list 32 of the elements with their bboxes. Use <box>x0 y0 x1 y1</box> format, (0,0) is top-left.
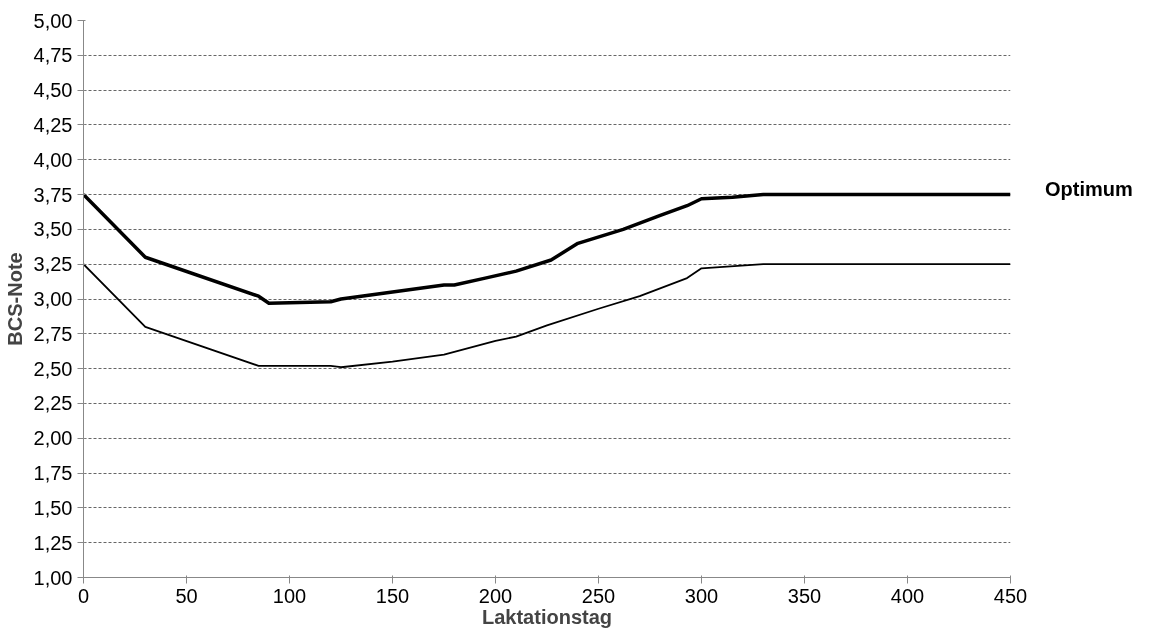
x-tick-label: 300 <box>684 584 719 607</box>
x-tick-label: 50 <box>175 584 198 607</box>
y-tick-label: 4,50 <box>33 79 73 102</box>
y-tick-label: 3,25 <box>33 253 73 276</box>
y-tick-label: 3,50 <box>33 218 73 241</box>
y-axis-title: BCS-Note <box>3 252 26 346</box>
y-tick-label: 1,00 <box>33 566 73 589</box>
x-tick-label: 200 <box>478 584 513 607</box>
y-tick-label: 2,00 <box>33 427 73 450</box>
y-tick-label: 4,00 <box>33 148 73 171</box>
y-tick-label: 1,75 <box>33 462 73 485</box>
x-axis-title: Laktationstag <box>481 605 613 628</box>
text: Optimum <box>1045 177 1133 202</box>
y-tick-label: 3,00 <box>33 288 73 310</box>
y-tick-label: 3,75 <box>33 183 73 206</box>
y-tick-label: 5,00 <box>33 9 73 32</box>
y-tick-label: 2,25 <box>33 392 73 415</box>
x-tick-label: 350 <box>787 584 822 607</box>
x-tick-label: 150 <box>375 584 410 607</box>
y-tick-label: 1,25 <box>33 531 73 554</box>
x-tick-label: 400 <box>890 584 925 607</box>
x-tick-label: 450 <box>993 584 1028 607</box>
line-series <box>83 192 1011 305</box>
y-tick-label: 4,75 <box>33 44 73 67</box>
y-tick-label: 4,25 <box>33 113 73 136</box>
x-tick-label: 0 <box>77 584 90 607</box>
x-tick-label: 100 <box>272 584 307 607</box>
y-tick-label: 2,50 <box>33 357 73 380</box>
x-tick-label: 250 <box>581 584 616 607</box>
line-series <box>83 263 1011 369</box>
y-tick-label: 1,50 <box>33 496 73 519</box>
y-tick-label: 2,75 <box>33 322 73 345</box>
